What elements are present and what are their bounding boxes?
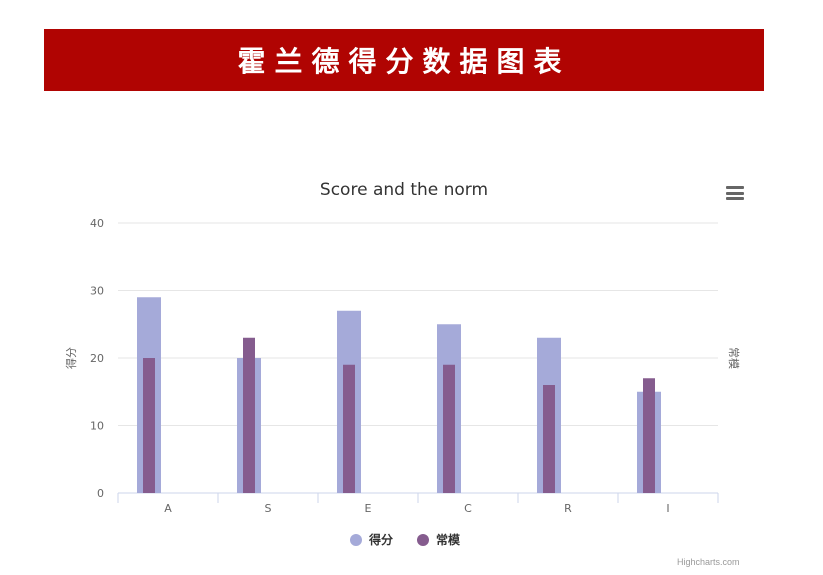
bar-norm[interactable] bbox=[143, 358, 155, 493]
legend-item-label[interactable]: 得分 bbox=[368, 532, 393, 547]
bar-chart: Score and the norm010203040得分 常模A S E C R I得分常… bbox=[65, 180, 740, 547]
chart-title: Score and the norm bbox=[320, 180, 488, 200]
y-tick-label: 30 bbox=[90, 285, 104, 298]
y-axis-title-left: 得分 bbox=[65, 347, 78, 369]
x-tick-label: S bbox=[265, 502, 272, 515]
legend-item-label[interactable]: 常模 bbox=[436, 532, 461, 547]
x-tick-label: C bbox=[464, 502, 472, 515]
x-tick-label: A bbox=[164, 502, 172, 515]
bar-norm[interactable] bbox=[343, 364, 355, 493]
legend-marker[interactable] bbox=[417, 534, 429, 546]
bar-norm[interactable] bbox=[243, 337, 255, 493]
y-tick-label: 10 bbox=[90, 420, 104, 433]
chart-container: Score and the norm 0 10 20 30 40 得分 常模 A S E C R I 得分常… bbox=[44, 160, 764, 575]
credits-link[interactable]: Highcharts.com bbox=[677, 557, 740, 567]
bar-norm[interactable] bbox=[443, 364, 455, 493]
hamburger-menu-icon[interactable] bbox=[726, 186, 744, 200]
x-tick-label: E bbox=[365, 502, 372, 515]
x-tick-label: I bbox=[666, 502, 669, 515]
y-tick-label: 40 bbox=[90, 217, 104, 230]
bar-norm[interactable] bbox=[543, 385, 555, 493]
legend-marker[interactable] bbox=[350, 534, 362, 546]
bar-norm[interactable] bbox=[643, 378, 655, 493]
x-tick-label: R bbox=[564, 502, 572, 515]
y-tick-label: 20 bbox=[90, 352, 104, 365]
y-tick-label: 0 bbox=[97, 487, 104, 500]
page-banner-title: 霍兰德得分数据图表 bbox=[44, 29, 764, 91]
y-axis-title-right: 常模 bbox=[727, 347, 740, 369]
